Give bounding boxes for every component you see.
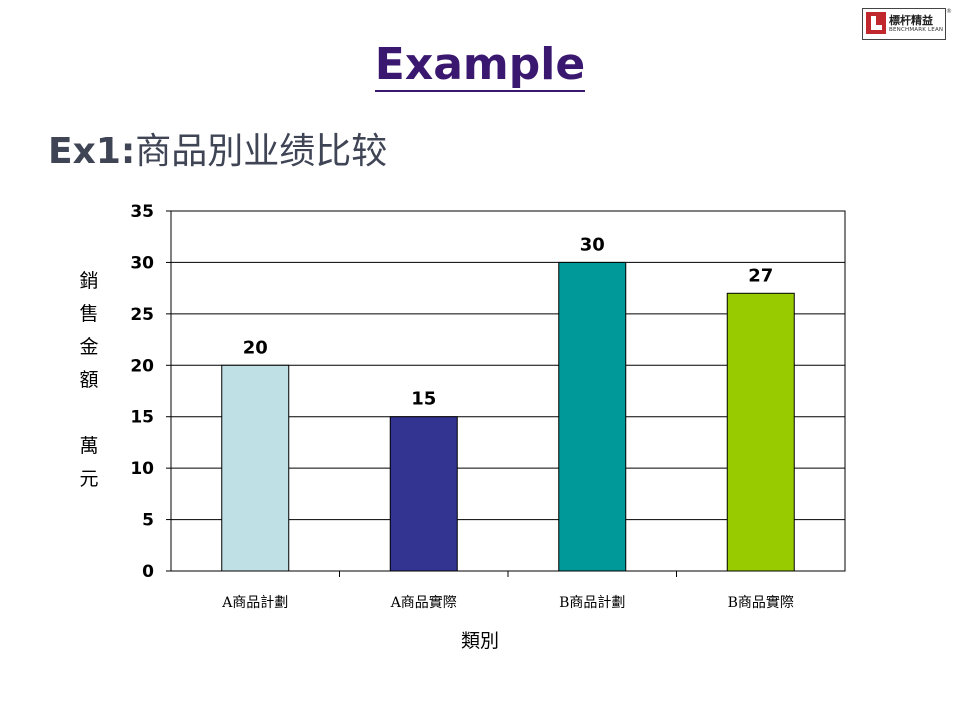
logo-text-cn: 標杆精益 (889, 14, 933, 27)
registered-mark: ® (946, 8, 952, 15)
data-label: 15 (411, 389, 436, 410)
x-tick-label: A商品計劃 (221, 595, 288, 611)
slide-title: Example (374, 39, 586, 92)
bar (221, 364, 290, 572)
y-tick-label: 25 (130, 305, 154, 325)
bar (558, 261, 627, 572)
slide-title-wrap: Example (0, 38, 960, 92)
bar (389, 416, 458, 572)
y-axis-label-char: 元 (79, 468, 99, 490)
data-label: 27 (748, 265, 773, 286)
y-tick-label: 10 (130, 459, 154, 479)
y-axis-label-char: 售 (79, 303, 99, 325)
subtitle-text: 商品別业绩比较 (135, 131, 388, 172)
y-axis-label-char: 萬 (79, 435, 99, 457)
x-tick-label: B商品實際 (728, 594, 794, 611)
y-axis-label-char: 額 (79, 369, 99, 391)
y-axis-label-char: 銷 (79, 270, 99, 292)
slide-subtitle: Ex1:商品別业绩比较 (48, 122, 387, 174)
y-axis-label: 銷售金額 萬元 (74, 265, 104, 496)
y-tick-label: 0 (142, 562, 154, 582)
x-tick-label: A商品實際 (390, 594, 457, 611)
y-tick-label: 15 (130, 408, 154, 428)
y-tick-label: 30 (130, 253, 154, 273)
x-axis-label: 類別 (460, 630, 499, 652)
logo-text-en: BENCHMARK LEAN (889, 27, 944, 33)
logo-mark-icon (866, 12, 886, 34)
y-axis-label-char: 金 (79, 336, 99, 358)
brand-logo: 標杆精益 BENCHMARK LEAN (862, 8, 946, 40)
y-tick-label: 35 (130, 202, 154, 222)
data-label: 20 (243, 337, 268, 358)
data-label: 30 (580, 234, 605, 255)
x-tick-label: B商品計劃 (559, 595, 625, 611)
y-tick-label: 20 (130, 356, 154, 376)
y-tick-label: 5 (142, 511, 154, 531)
bar (726, 292, 795, 572)
subtitle-prefix: Ex1: (48, 131, 136, 172)
